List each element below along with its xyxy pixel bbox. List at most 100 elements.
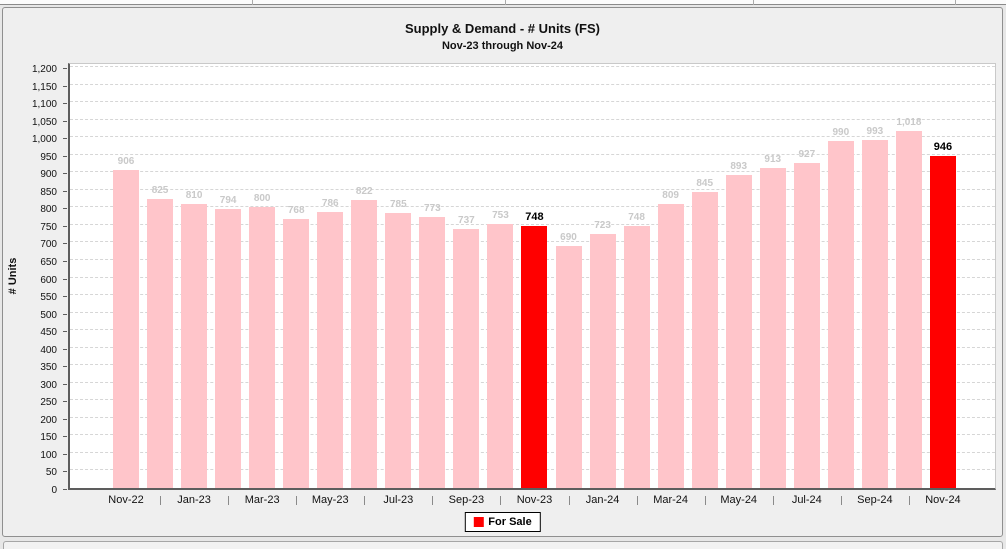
bar-Aug-23 [419,217,446,488]
bar-value-label: 786 [321,198,339,209]
y-tick-label: 600 [40,274,57,286]
y-tick-mark [63,190,67,192]
x-tick-separator [364,496,366,505]
bar-Feb-23 [215,209,242,488]
x-tick-separator [228,496,230,505]
bar-Mar-24 [657,204,684,488]
x-axis: Nov-22 Jan-23 Mar-23 May-23 Jul-23 Sep-23 Nov-… [70,492,998,510]
y-tick-mark [63,138,67,140]
y-tick-mark [63,453,67,455]
bar-value-label: 768 [287,205,305,216]
x-tick-separator [636,496,638,505]
y-tick-mark [63,313,67,315]
y-tick-mark [63,436,67,438]
bar-Jun-24 [759,168,786,488]
bar-Jul-23 [385,213,412,488]
y-tick-label: 750 [40,221,57,233]
x-tick-label: Jul-24 [791,494,822,506]
x-tick-label: May-24 [720,494,758,506]
x-tick-label: Nov-23 [516,494,553,506]
y-tick-label: 900 [40,169,57,181]
y-tick-mark [63,103,67,105]
bar-Dec-23 [555,246,582,488]
x-tick-label: Jan-23 [177,494,211,506]
plot-area: 906 825 810 794 800 768 786 822 785 773 737 753 748 6… [68,63,996,490]
y-tick-label: 950 [40,151,57,163]
bar-Nov-24 [929,156,956,488]
y-tick-label: 1,150 [31,81,57,93]
y-tick-label: 550 [40,292,57,304]
x-tick-separator [432,496,434,505]
bar-Dec-22 [147,199,174,488]
y-tick-mark [63,208,67,210]
y-tick-label: 400 [40,344,57,356]
y-tick-label: 100 [40,449,57,461]
bar-Jan-24 [589,234,616,488]
legend: For Sale [464,512,541,532]
bar-value-label: 845 [696,178,714,189]
next-panel-strip [3,541,1003,549]
y-tick-mark [63,120,67,122]
y-tick-mark [63,489,67,490]
chart-title: Supply & Demand - # Units (FS) [404,21,600,36]
y-tick-mark [63,366,67,368]
y-tick-label: 150 [40,432,57,444]
x-tick-label: Sep-23 [448,494,485,506]
x-tick-separator [840,496,842,505]
chart-panel: Supply & Demand - # Units (FS) Nov-23 th… [2,7,1003,537]
y-tick-label: 700 [40,239,57,251]
bar-value-label: 822 [355,186,373,197]
bar-value-label: 990 [832,127,850,138]
y-tick-label: 1,050 [31,116,57,128]
y-tick-mark [63,155,67,157]
x-tick-separator [772,496,774,505]
gridline [70,118,995,120]
y-tick-label: 1,100 [31,99,57,111]
gridline [70,188,995,190]
for-sale-swatch-icon [473,517,484,527]
bar-value-label: 690 [560,232,577,243]
y-tick-label: 800 [40,204,57,216]
x-tick-label: Nov-22 [108,494,144,506]
bar-Jun-23 [351,200,378,488]
y-tick-label: 1,000 [31,134,57,146]
y-tick-mark [63,243,67,245]
bar-Apr-23 [283,219,310,488]
y-tick-mark [63,401,67,403]
x-tick-label: Mar-23 [244,494,280,506]
bar-value-label: 773 [424,203,441,214]
y-tick-label: 350 [40,362,57,374]
legend-label: For Sale [488,516,532,528]
x-tick-label: Jul-23 [383,494,414,506]
bar-value-label: 809 [662,190,679,201]
x-tick-label: May-23 [311,494,349,506]
bar-Nov-22 [113,170,139,488]
bar-value-label: 893 [730,161,748,172]
gridline [70,136,995,138]
y-tick-mark [63,471,67,473]
bar-value-label: 927 [798,149,816,160]
y-tick-mark [63,383,67,385]
bar-value-label: 825 [151,185,169,196]
bar-May-23 [317,212,344,488]
x-tick-separator [908,496,910,505]
x-tick-label: Sep-24 [857,494,893,506]
x-tick-separator [296,496,298,505]
gridline [70,171,995,173]
y-tick-label: 500 [40,309,57,321]
x-tick-label: Jan-24 [585,494,620,506]
bar-value-label: 748 [628,212,645,223]
bar-Jan-23 [181,204,208,488]
y-tick-mark [63,68,67,69]
bar-Oct-24 [895,131,922,488]
x-tick-separator [568,496,570,505]
y-tick-mark [63,296,67,298]
bar-value-label: 913 [764,154,782,165]
y-axis: 0 50 100 150 200 250 300 350 400 450 500 550 600 650 7… [3,63,68,496]
toolbar-divider [753,0,754,5]
y-tick-label: 0 [51,485,57,496]
gridline [70,66,995,67]
top-toolbar-strip [0,0,1006,5]
gridline [70,153,995,155]
